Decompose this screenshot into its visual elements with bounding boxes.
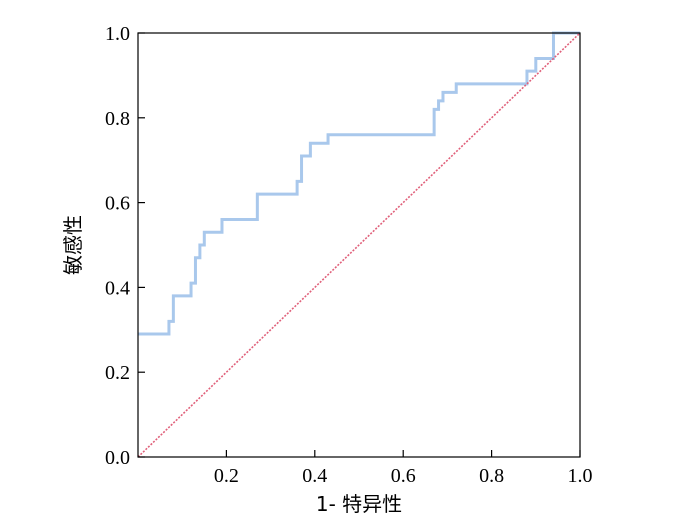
y-tick-label: 0.4	[105, 277, 130, 299]
x-axis-title: 1- 特异性	[316, 492, 402, 516]
plot-frame	[137, 32, 581, 458]
series-layer	[137, 31, 581, 458]
y-tick-label: 0.2	[105, 362, 130, 384]
y-axis-title: 敏感性	[61, 215, 85, 275]
x-tick-label: 0.6	[391, 465, 416, 487]
x-axis: 0.2 0.4 0.6 0.8 1.0	[214, 450, 593, 487]
x-tick-label: 0.4	[302, 465, 327, 487]
y-axis: 0.0 0.2 0.4 0.6 0.8 1.0	[105, 23, 145, 469]
y-tick-label: 0.6	[105, 193, 130, 215]
y-tick-label: 1.0	[105, 23, 130, 45]
x-tick-label: 0.8	[479, 465, 504, 487]
y-tick-label: 0.8	[105, 108, 130, 130]
x-tick-label: 0.2	[214, 465, 239, 487]
y-tick-label: 0.0	[105, 447, 130, 469]
x-tick-label: 1.0	[568, 465, 593, 487]
reference-diagonal-line	[137, 32, 581, 458]
roc-curve-line	[138, 31, 580, 336]
